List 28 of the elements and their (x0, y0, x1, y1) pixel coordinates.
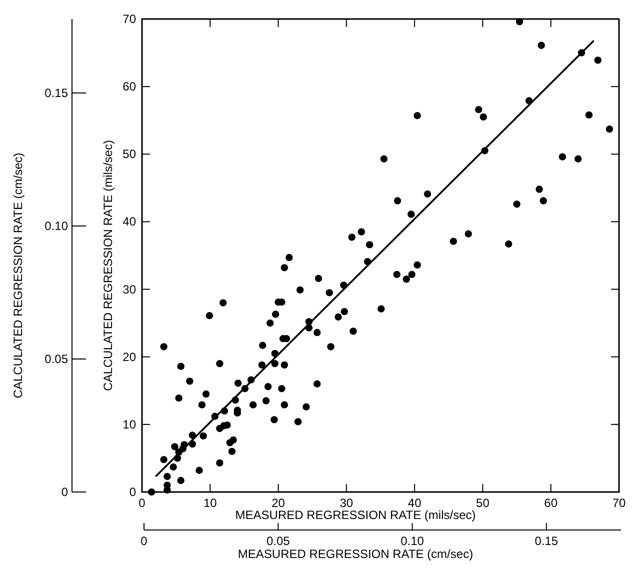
x2-tick-label: 0 (140, 534, 148, 548)
x-tick-label: 70 (612, 496, 626, 510)
y-tick-label: 30 (122, 282, 136, 296)
y2-tick-label: 0 (61, 485, 68, 499)
x-tick-label: 0 (138, 496, 146, 510)
y-tick-label: 70 (122, 12, 136, 26)
y-axis-title: CALCULATED REGRESSION RATE (mils/sec) (101, 140, 115, 391)
x2-tick-label: 0.15 (534, 534, 558, 548)
x-tick-label: 40 (408, 496, 422, 510)
x-tick-label: 50 (476, 496, 490, 510)
x2-tick-label: 0.10 (400, 534, 424, 548)
y-tick-label: 20 (122, 350, 136, 364)
x-tick-label: 30 (340, 496, 354, 510)
y-tick-label: 50 (122, 147, 136, 162)
x2-tick-label: 0.05 (266, 534, 290, 548)
y2-tick-label: 0.05 (44, 352, 68, 366)
y-tick-label: 10 (122, 417, 136, 432)
y-tick-label: 40 (122, 214, 136, 229)
x2-axis-title: MEASURED REGRESSION RATE (cm/sec) (238, 547, 474, 561)
y2-tick-label: 0.10 (44, 218, 68, 233)
y2-axis-title: CALCULATED REGRESSION RATE (cm/sec) (11, 152, 25, 398)
x-axis-title: MEASURED REGRESSION RATE (mils/sec) (235, 508, 476, 522)
x-tick-label: 10 (203, 496, 218, 510)
y-tick-label: 0 (129, 485, 136, 499)
y-tick-label: 60 (122, 80, 136, 94)
y2-tick-label: 0.15 (44, 86, 68, 100)
x-tick-label: 60 (544, 496, 558, 510)
x-tick-label: 20 (272, 496, 286, 510)
